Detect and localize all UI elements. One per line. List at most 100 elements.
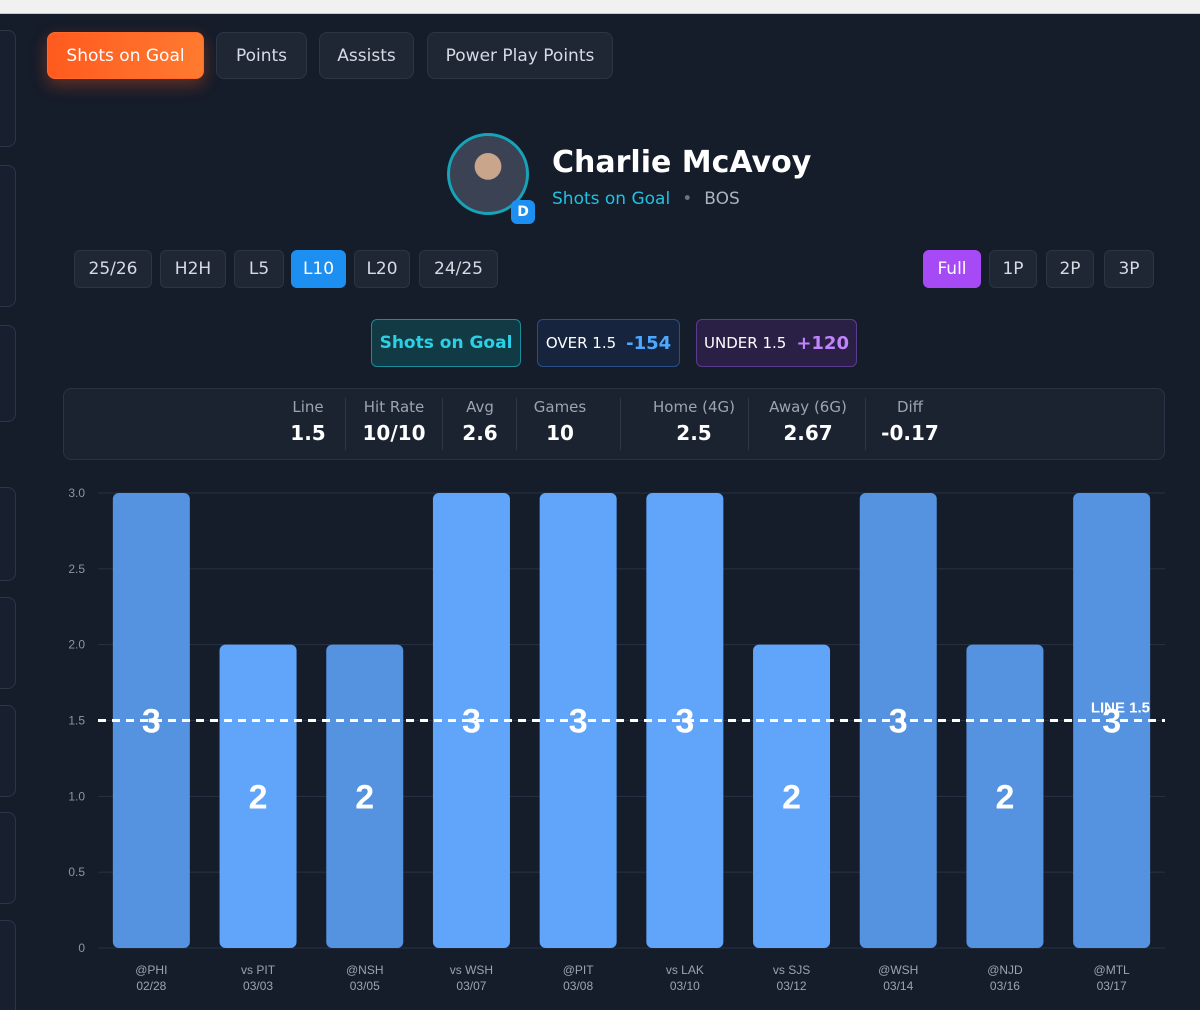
x-tick-label: @NJD	[987, 963, 1023, 977]
x-tick-label: @PIT	[563, 963, 595, 977]
bar	[646, 493, 724, 948]
sidebar-card	[0, 597, 16, 689]
range-filter[interactable]: H2H	[160, 250, 226, 288]
y-tick-label: 0.5	[68, 865, 85, 879]
stat-label: Home (4G)	[653, 398, 735, 416]
x-tick-date: 03/08	[563, 979, 593, 993]
x-tick-label: vs LAK	[666, 963, 704, 977]
divider	[442, 398, 443, 450]
stat: Home (4G) 2.5	[653, 398, 735, 445]
value-label: 2	[995, 778, 1014, 816]
stat-value: 1.5	[290, 421, 326, 445]
divider	[865, 398, 866, 450]
stat: Games 10	[534, 398, 586, 445]
value-label: 3	[462, 703, 481, 741]
value-label: 2	[355, 778, 374, 816]
player-name: Charlie McAvoy	[552, 145, 812, 180]
market-badge: Shots on Goal	[371, 319, 521, 367]
stat: Avg 2.6	[462, 398, 497, 445]
under-odds: +120	[796, 332, 849, 354]
value-label: 2	[782, 778, 801, 816]
over-badge[interactable]: OVER 1.5 -154	[537, 319, 680, 367]
range-filter[interactable]: 24/25	[419, 250, 498, 288]
x-tick-date: 03/14	[883, 979, 913, 993]
stat-value: 2.6	[462, 421, 498, 445]
x-tick-label: vs WSH	[450, 963, 493, 977]
player-stat: Shots on Goal	[552, 189, 671, 209]
sidebar-card	[0, 325, 16, 422]
stat-value: 2.5	[676, 421, 712, 445]
stat-label: Line	[292, 398, 324, 416]
chart: 0 0.5 1.0 1.5 2.0 2.5 3.0 @PHI 02/28 vs PIT 03/03 @…	[68, 486, 1165, 993]
y-tick-label: 1.0	[68, 789, 85, 803]
x-tick-date: 03/16	[990, 979, 1020, 993]
sidebar-card	[0, 30, 16, 147]
y-tick-label: 0	[78, 941, 85, 955]
sidebar-card	[0, 165, 16, 307]
y-tick-label: 2.5	[68, 562, 85, 576]
under-badge[interactable]: UNDER 1.5 +120	[696, 319, 857, 367]
over-odds: -154	[626, 332, 672, 354]
stats-panel	[63, 388, 1165, 460]
y-tick-label: 2.0	[68, 638, 85, 652]
tab[interactable]: Shots on Goal	[47, 32, 204, 79]
range-filter[interactable]: L5	[234, 250, 284, 288]
range-filter[interactable]: 25/26	[74, 250, 152, 288]
period-filter[interactable]: 2P	[1046, 250, 1094, 288]
bar	[432, 493, 510, 948]
under-label: UNDER 1.5	[704, 334, 787, 352]
threshold-label: LINE 1.5	[1091, 700, 1150, 717]
stat-label: Away (6G)	[769, 398, 847, 416]
divider	[620, 398, 621, 450]
x-tick-label: @WSH	[878, 963, 918, 977]
stat-value: 2.67	[783, 421, 833, 445]
x-tick-date: 03/17	[1097, 979, 1127, 993]
stat-label: Diff	[896, 398, 924, 416]
x-tick-date: 02/28	[136, 979, 166, 993]
x-tick-label: @PHI	[135, 963, 167, 977]
value-label: 3	[142, 703, 161, 741]
stat-label: Avg	[466, 398, 494, 416]
divider	[345, 398, 346, 450]
range-filter[interactable]: L10	[291, 250, 346, 288]
period-filter[interactable]: Full	[923, 250, 981, 288]
value-label: 3	[675, 703, 694, 741]
sidebar-card	[0, 812, 16, 904]
position-badge: D	[511, 200, 535, 224]
stat-value: -0.17	[881, 421, 939, 445]
stat: Line 1.5	[290, 398, 325, 445]
sidebar-card	[0, 487, 16, 581]
period-filter[interactable]: 1P	[989, 250, 1037, 288]
x-tick-label: @MTL	[1094, 963, 1131, 977]
tab[interactable]: Power Play Points	[427, 32, 613, 79]
stat: Hit Rate 10/10	[363, 398, 426, 445]
x-tick-date: 03/10	[670, 979, 700, 993]
x-tick-label: @NSH	[346, 963, 384, 977]
x-tick-date: 03/03	[243, 979, 273, 993]
sidebar-card	[0, 920, 16, 1010]
sidebar-card	[0, 705, 16, 797]
over-label: OVER 1.5	[545, 334, 617, 352]
x-tick-label: vs PIT	[241, 963, 276, 977]
team: BOS	[704, 189, 740, 209]
tab[interactable]: Points	[216, 32, 307, 79]
x-tick-date: 03/12	[777, 979, 807, 993]
x-tick-date: 03/07	[456, 979, 486, 993]
stat: Away (6G) 2.67	[769, 398, 847, 445]
x-tick-label: vs SJS	[773, 963, 810, 977]
period-filter[interactable]: 3P	[1104, 250, 1154, 288]
value-label: 2	[249, 778, 268, 816]
separator: •	[682, 189, 693, 209]
bar	[112, 493, 190, 948]
stat: Diff -0.17	[881, 398, 939, 445]
stat-label: Hit Rate	[363, 398, 425, 416]
stat-value: 10/10	[362, 421, 426, 445]
stat-label: Games	[533, 398, 587, 416]
tab[interactable]: Assists	[319, 32, 414, 79]
divider	[516, 398, 517, 450]
y-tick-label: 3.0	[68, 486, 85, 500]
browser-bar	[0, 0, 1200, 14]
range-filter[interactable]: L20	[354, 250, 410, 288]
divider	[748, 398, 749, 450]
